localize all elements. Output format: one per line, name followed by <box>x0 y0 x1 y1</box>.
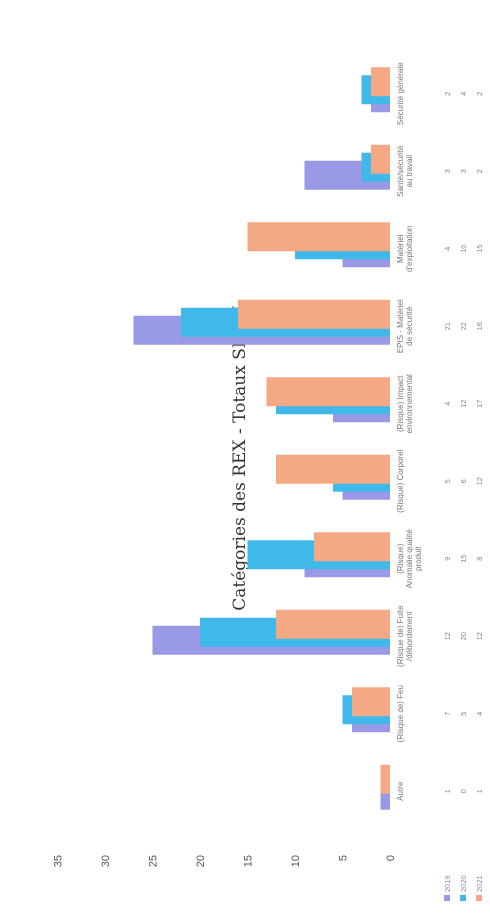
table-cell: 1 <box>475 789 484 793</box>
table-cell: 16 <box>475 322 484 330</box>
tick-label: 5 <box>338 855 350 861</box>
category-label: au travail <box>405 155 414 188</box>
tick-label: 25 <box>148 855 160 867</box>
bar-2021-6 <box>266 377 390 407</box>
bar-2021-1 <box>380 764 390 794</box>
tick-label: 10 <box>290 855 302 867</box>
tick-label: 30 <box>100 855 112 867</box>
category-label: Matériel <box>396 234 405 263</box>
table-cell: 0 <box>459 789 468 793</box>
category-label: produit <box>414 546 423 571</box>
table-cell: 2 <box>475 169 484 173</box>
legend-label-2020: 2020 <box>459 875 468 892</box>
bar-2021-10 <box>371 67 390 97</box>
table-cell: 5 <box>459 712 468 716</box>
bar-2021-5 <box>276 454 390 484</box>
legend-swatch-2021 <box>476 895 482 901</box>
bar-2021-2 <box>352 687 390 717</box>
category-label: (Risque) Impact <box>396 375 405 432</box>
table-cell: 21 <box>443 322 452 330</box>
legend-swatch-2019 <box>444 895 450 901</box>
table-cell: 12 <box>459 400 468 408</box>
category-labels: Autre (Risque de) Feu (Risque de) Fuite/dé… <box>396 62 423 801</box>
table-cell: 17 <box>475 400 484 408</box>
category-label: /débordement <box>405 611 414 661</box>
bars-group <box>133 67 390 810</box>
table-cell: 3 <box>443 169 452 173</box>
table-cell: 22 <box>459 322 468 330</box>
bar-2021-4 <box>314 532 390 562</box>
table-cell: 8 <box>475 557 484 561</box>
category-label: Anomalie qualité <box>405 529 414 589</box>
category-label: (Risque de) Feu <box>396 685 405 742</box>
bar-2021-8 <box>247 222 390 252</box>
chart-title: Catégories des REX - Totaux SFDM <box>230 305 250 610</box>
category-label: (Risque) <box>396 543 405 574</box>
table-cell: 4 <box>475 712 484 716</box>
category-label: EPIS - Matériel <box>396 299 405 353</box>
table-cell: 15 <box>459 555 468 563</box>
category-label: (Risque) Corporel <box>396 449 405 512</box>
table-cell: 12 <box>443 632 452 640</box>
category-label: de sécurité <box>405 306 414 346</box>
category-label: Santé/sécurité <box>396 145 405 197</box>
table-cell: 5 <box>443 479 452 483</box>
category-label: (Risque de) Fuite <box>396 605 405 667</box>
bar-2021-9 <box>371 144 390 174</box>
tick-label: 0 <box>385 855 397 861</box>
table-cell: 1 <box>443 789 452 793</box>
category-label: environnemental <box>405 374 414 433</box>
bar-2021-3 <box>276 609 390 639</box>
bar-2021-7 <box>238 299 390 329</box>
table-cell: 12 <box>475 477 484 485</box>
table-cell: 9 <box>443 557 452 561</box>
table-cell: 10 <box>459 245 468 253</box>
tick-label: 20 <box>195 855 207 867</box>
category-label: Autre <box>396 781 405 801</box>
table-cell: 7 <box>443 712 452 716</box>
legend-label-2021: 2021 <box>475 875 484 892</box>
table-cell: 4 <box>443 402 452 406</box>
table-cell: 2 <box>443 92 452 96</box>
table-cell: 6 <box>459 479 468 483</box>
table-cell: 20 <box>459 632 468 640</box>
legend-swatch-2020 <box>460 895 466 901</box>
legend-label-2019: 2019 <box>443 875 452 892</box>
tick-label: 35 <box>53 855 65 867</box>
table-cell: 3 <box>459 169 468 173</box>
category-label: Sécurité générale <box>396 62 405 125</box>
tick-label: 15 <box>243 855 255 867</box>
table-cell: 2 <box>475 92 484 96</box>
table-cell: 4 <box>443 247 452 251</box>
value-axis-ticks: 0 5 10 15 20 25 30 35 <box>53 855 398 867</box>
table-cell: 4 <box>459 92 468 96</box>
table-cell: 12 <box>475 632 484 640</box>
table-cell: 15 <box>475 245 484 253</box>
category-label: d'exploitation <box>405 226 414 272</box>
